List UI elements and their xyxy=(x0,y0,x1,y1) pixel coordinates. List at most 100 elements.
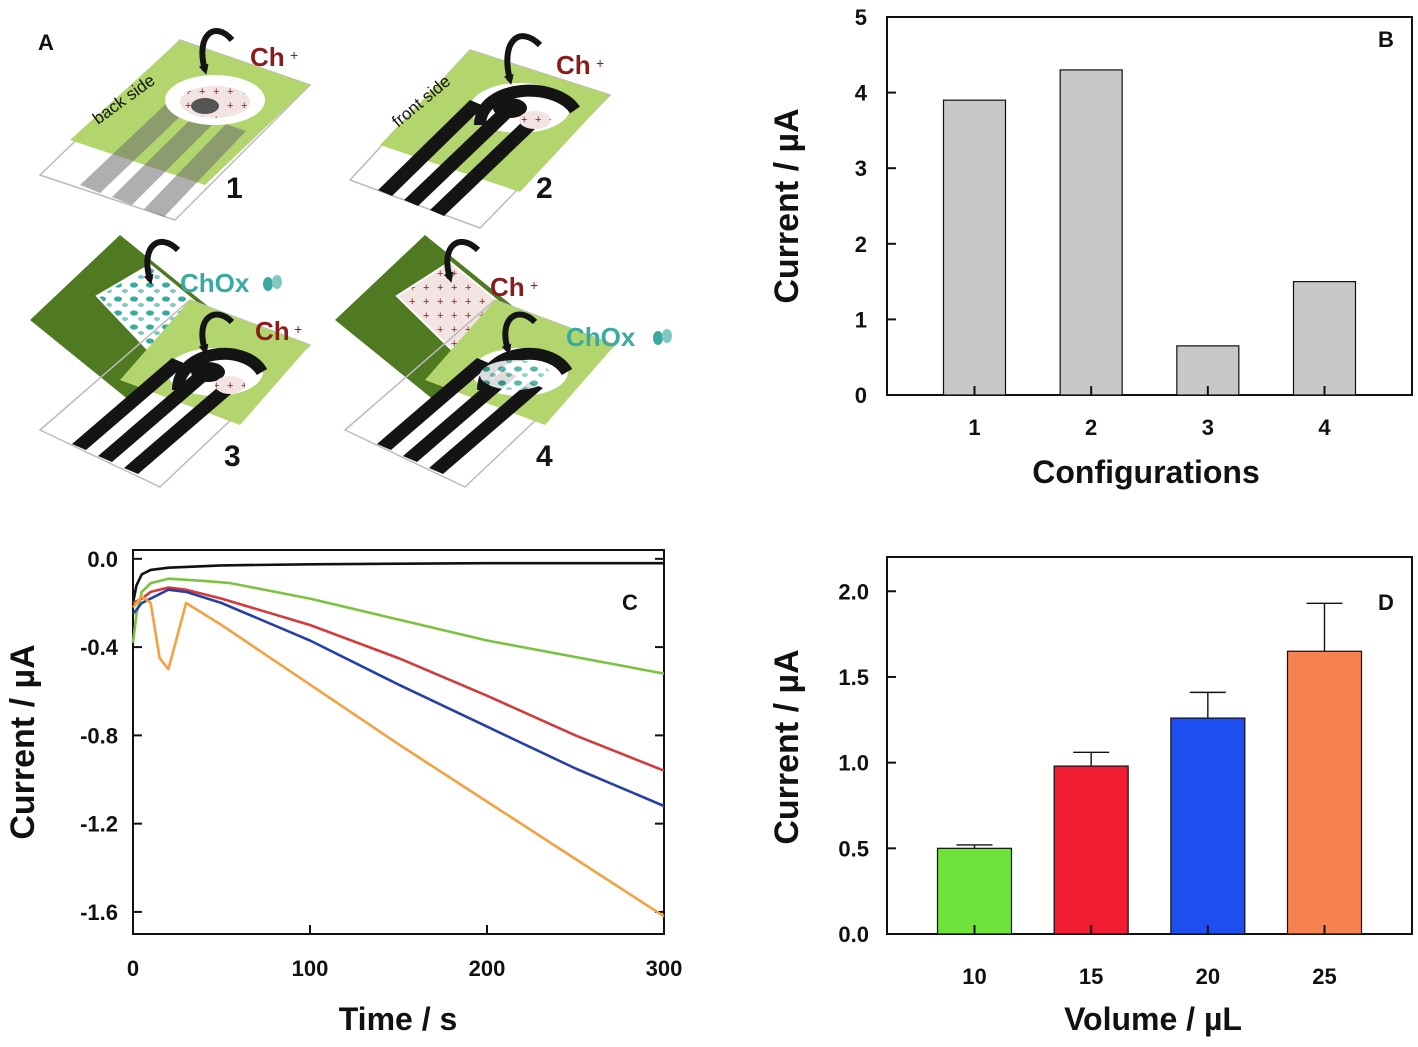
reagent-label: Ch xyxy=(556,50,591,80)
front-tracks xyxy=(378,100,536,216)
y-tick-label: 5 xyxy=(855,5,867,30)
y-ticks: 0.0 -0.4 -0.8 -1.2 -1.6 xyxy=(80,547,664,925)
deposit-arrow-bottom xyxy=(198,311,235,355)
chox-icon xyxy=(653,329,672,345)
y-tick-label: 0.0 xyxy=(87,547,118,572)
working-electrode xyxy=(191,362,225,382)
deposit-arrow-bottom xyxy=(501,311,538,355)
front-tracks xyxy=(377,358,543,474)
bottom-reagent-label: Ch xyxy=(255,316,290,346)
bar-volume-20 xyxy=(1170,717,1246,935)
bar-config-2 xyxy=(1059,69,1123,396)
x-tick-label: 4 xyxy=(1318,415,1331,440)
y-axis-title: Current / µA xyxy=(4,644,42,839)
counter-electrode xyxy=(474,84,580,126)
y-tick-label: -0.4 xyxy=(80,635,119,660)
top-reagent-label: ChOx xyxy=(180,268,250,298)
x-tick-label: 1 xyxy=(968,415,980,440)
y-tick-label: 1.0 xyxy=(838,751,869,776)
plot-frame xyxy=(132,549,665,935)
y-tick-label: 0 xyxy=(855,383,867,408)
y-tick-label: 0.0 xyxy=(838,922,869,947)
panel-letter-b: B xyxy=(1378,27,1394,52)
deposit-arrow-top xyxy=(143,238,181,285)
y-tick-label: 1 xyxy=(855,307,867,332)
x-axis-title: Configurations xyxy=(1032,454,1260,490)
y-tick-label: 1.5 xyxy=(838,665,869,690)
series-line-2 xyxy=(131,577,665,675)
top-reagent-label: Ch xyxy=(490,272,525,302)
x-tick-label: 300 xyxy=(646,956,683,981)
panel-a: A Ch + back side 1 xyxy=(30,28,672,488)
y-tick-label: 4 xyxy=(855,81,868,106)
reagent-label: Ch xyxy=(250,42,285,72)
panel-d-bar-chart: D Current / µA Volume / µL 0.0 0.5 1.0 1.5 2… xyxy=(768,556,1413,1037)
x-tick-label: 200 xyxy=(469,956,506,981)
y-tick-label: 2.0 xyxy=(838,579,869,604)
panel-b-bar-chart: B Current / µA Configurations 0 1 2 3 4 5 1 2 3… xyxy=(768,5,1413,490)
counter-electrode xyxy=(172,347,268,391)
bars xyxy=(936,602,1363,935)
bar-volume-10 xyxy=(936,847,1013,935)
config-1-diagram: Ch + back side 1 xyxy=(38,28,312,221)
panel-letter-d: D xyxy=(1378,590,1394,615)
config-4-diagram: Ch + ChOx 4 xyxy=(335,235,672,488)
y-tick-label: 2 xyxy=(855,232,867,257)
plot-frame xyxy=(886,556,1413,935)
bar-volume-15 xyxy=(1053,765,1129,935)
chox-icon xyxy=(263,275,282,291)
plus-icon: + xyxy=(530,277,538,293)
y-ticks: 0 1 2 3 4 5 xyxy=(855,5,896,408)
bar-volume-25 xyxy=(1286,650,1363,935)
x-tick-label: 20 xyxy=(1196,964,1220,989)
bar-config-4 xyxy=(1292,281,1357,396)
config-number: 4 xyxy=(536,440,553,473)
series-lines xyxy=(131,561,665,918)
plus-icon: + xyxy=(294,321,302,337)
plot-frame xyxy=(886,16,1413,396)
y-tick-label: -1.2 xyxy=(80,812,118,837)
y-tick-label: -0.8 xyxy=(80,723,118,748)
deposit-arrow xyxy=(503,33,543,85)
config-3-diagram: ChOx Ch + 3 xyxy=(30,235,312,488)
panel-c-line-chart: C Current / µA Time / s 0.0 -0.4 -0.8 -1.2 -… xyxy=(4,547,682,1037)
x-ticks: 0 100 200 300 xyxy=(127,925,682,981)
x-tick-label: 2 xyxy=(1085,415,1097,440)
working-electrode xyxy=(493,98,527,118)
bar-config-1 xyxy=(942,99,1007,396)
series-line-3 xyxy=(132,586,665,772)
series-line-1 xyxy=(131,561,664,604)
y-axis-title: Current / µA xyxy=(768,649,806,844)
x-axis-title: Volume / µL xyxy=(1064,1001,1242,1037)
ch-spot xyxy=(215,376,245,394)
config-number: 3 xyxy=(224,440,241,473)
y-tick-label: -1.6 xyxy=(80,900,118,925)
config-2-diagram: Ch + front side 2 xyxy=(348,33,612,229)
x-ticks: 10 15 20 25 xyxy=(962,925,1337,989)
front-tracks xyxy=(72,358,238,474)
x-axis-title: Time / s xyxy=(339,1001,458,1037)
x-ticks: 1 2 3 4 xyxy=(968,386,1331,440)
x-tick-label: 10 xyxy=(962,964,986,989)
chox-spot xyxy=(480,360,550,390)
config-number: 2 xyxy=(536,172,553,205)
electrode-dot xyxy=(191,98,219,114)
bars xyxy=(942,69,1357,396)
deposit-arrow xyxy=(198,28,235,75)
plus-icon: + xyxy=(596,55,604,71)
x-tick-label: 0 xyxy=(127,956,139,981)
x-tick-label: 100 xyxy=(292,956,329,981)
ch-spot xyxy=(519,111,551,129)
x-tick-label: 25 xyxy=(1312,964,1336,989)
deposit-arrow-top xyxy=(443,238,481,283)
back-tracks xyxy=(80,100,246,217)
panel-letter-a: A xyxy=(38,30,54,55)
config-number: 1 xyxy=(226,172,243,205)
y-tick-label: 0.5 xyxy=(838,836,869,861)
bottom-reagent-label: ChOx xyxy=(566,322,636,352)
panel-letter-c: C xyxy=(622,590,638,615)
series-line-5 xyxy=(131,595,665,918)
y-tick-label: 3 xyxy=(855,156,867,181)
series-line-4 xyxy=(131,588,665,808)
